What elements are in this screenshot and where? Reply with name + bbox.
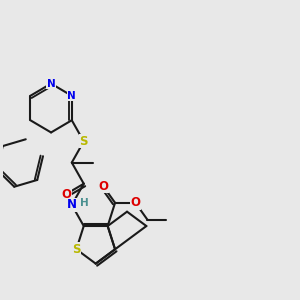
Text: H: H: [80, 198, 88, 208]
Text: O: O: [98, 179, 108, 193]
Text: S: S: [80, 135, 88, 148]
Text: N: N: [67, 198, 77, 212]
Text: S: S: [72, 243, 81, 256]
Text: N: N: [47, 79, 56, 88]
Text: N: N: [68, 91, 76, 101]
Text: O: O: [130, 196, 140, 209]
Text: O: O: [61, 188, 71, 201]
